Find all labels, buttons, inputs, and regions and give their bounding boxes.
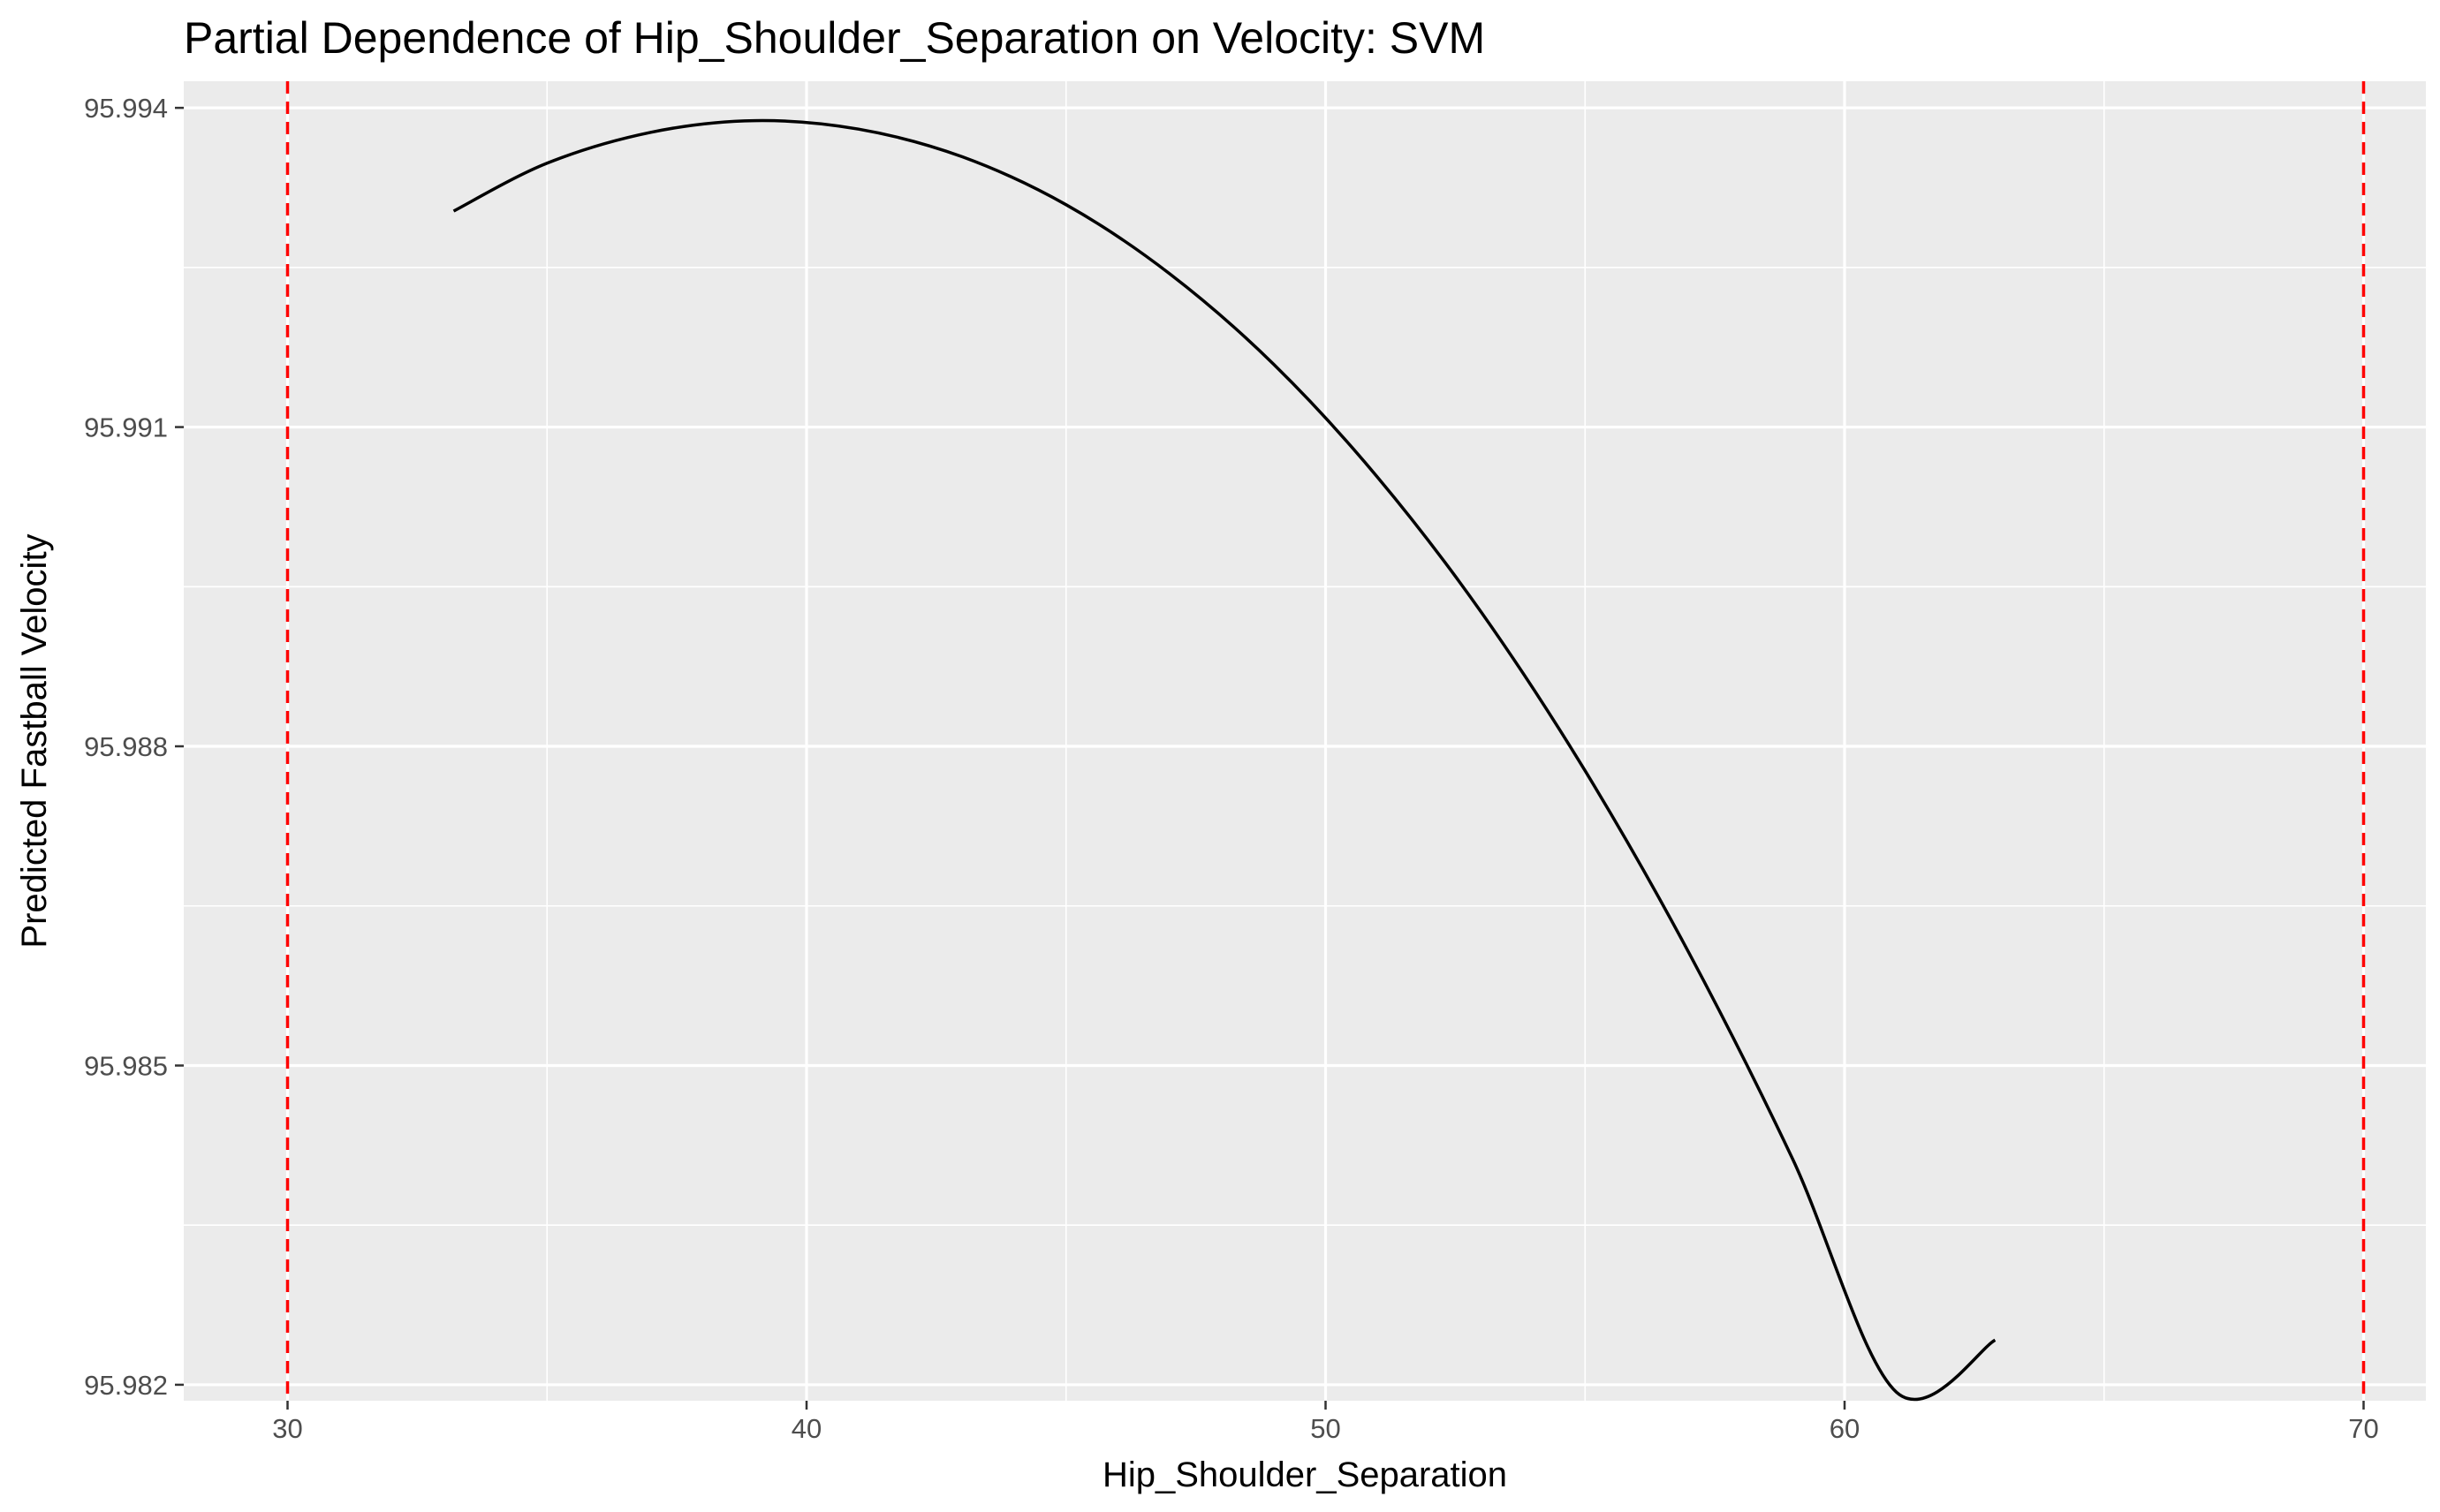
y-tick-label: 95.985 <box>84 1050 168 1081</box>
x-tick-label: 70 <box>2348 1413 2378 1444</box>
chart-title: Partial Dependence of Hip_Shoulder_Separ… <box>184 13 1485 63</box>
x-tick-label: 40 <box>792 1413 822 1444</box>
y-tick-label: 95.991 <box>84 412 168 443</box>
series-layer <box>452 118 1997 1402</box>
x-axis-title: Hip_Shoulder_Separation <box>1103 1455 1507 1494</box>
y-tick-label: 95.988 <box>84 731 168 762</box>
x-axis-ticks: 30 40 50 60 70 <box>272 1401 2379 1444</box>
y-axis-ticks: 95.982 95.985 95.988 95.991 95.994 <box>84 93 184 1401</box>
series-line <box>452 118 1997 1402</box>
y-axis-title: Predicted Fastball Velocity <box>15 533 54 948</box>
plot-panel <box>184 81 2426 1401</box>
minor-gridlines <box>184 81 2426 1401</box>
y-tick-label: 95.982 <box>84 1370 168 1401</box>
x-tick-label: 60 <box>1830 1413 1860 1444</box>
reference-lines <box>285 81 2366 1401</box>
y-tick-label: 95.994 <box>84 93 168 124</box>
x-tick-label: 50 <box>1310 1413 1340 1444</box>
x-tick-label: 30 <box>272 1413 302 1444</box>
